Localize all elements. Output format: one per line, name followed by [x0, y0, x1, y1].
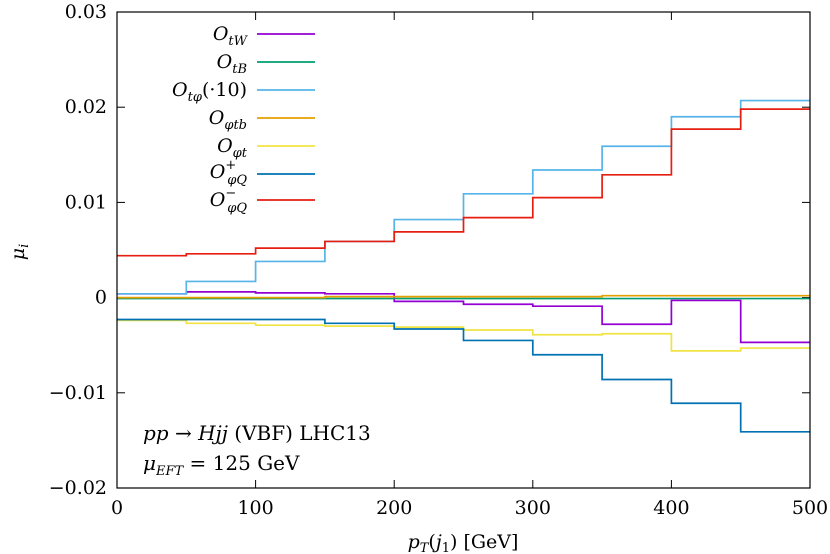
x-tick-label: 0	[111, 497, 123, 519]
svg-text:OtB: OtB	[217, 51, 247, 77]
legend-entry-ophiq-plus: O+ φQ	[210, 158, 248, 188]
series-line-5	[117, 318, 810, 433]
y-tick-label: −0.01	[49, 382, 107, 404]
legend-entry-ophitb: Oφtb	[209, 107, 247, 133]
y-tick-label: 0.02	[65, 96, 107, 118]
y-axis-label: μi	[7, 244, 32, 261]
x-tick-label: 400	[653, 497, 689, 519]
svg-text:pT(j1) [GeV]: pT(j1) [GeV]	[408, 531, 519, 554]
x-axis-label: pT(j1) [GeV]	[408, 531, 519, 554]
svg-text:pp → Hjj (VBF) LHC13: pp → Hjj (VBF) LHC13	[143, 421, 371, 445]
series-line-0	[117, 291, 810, 344]
legend-entry-ophiq-minus: O− φQ	[210, 186, 248, 216]
svg-text:Oφtb: Oφtb	[209, 107, 247, 133]
y-tick-label: 0	[95, 287, 107, 309]
x-tick-label: 500	[792, 497, 828, 519]
x-tick-label: 100	[237, 497, 273, 519]
y-tick-label: 0.01	[65, 191, 107, 213]
legend-entry-otw: OtW	[213, 23, 249, 49]
series-layer	[117, 99, 810, 433]
y-tick-label: 0.03	[65, 1, 107, 23]
svg-text:μi: μi	[7, 244, 32, 261]
legend-entry-otb: OtB	[217, 51, 247, 77]
series-line-3	[117, 294, 810, 299]
legend: OtW OtB Otφ(·10) Oφtb Oφt O+ φQ O− φQ	[172, 23, 315, 216]
svg-text:O+φQ: O+ φQ	[210, 158, 248, 188]
scale-annotation: μEFT = 125 GeV	[143, 451, 300, 479]
svg-text:Otφ(·10): Otφ(·10)	[172, 79, 247, 105]
svg-text:Oφt: Oφt	[217, 135, 248, 161]
svg-text:μEFT = 125 GeV: μEFT = 125 GeV	[143, 451, 300, 479]
legend-entry-ophit: Oφt	[217, 135, 248, 161]
x-tick-label: 200	[376, 497, 412, 519]
tick-labels: 0 100 200 300 400 500 −0.02 −0.01 0 0.01 0.02 0.03	[49, 1, 828, 519]
series-line-6	[117, 108, 810, 257]
y-tick-label: −0.02	[49, 477, 107, 499]
process-annotation: pp → Hjj (VBF) LHC13	[143, 421, 371, 445]
svg-text:OtW: OtW	[213, 23, 249, 49]
legend-entry-otphi: Otφ(·10)	[172, 79, 247, 105]
plot-frame	[116, 11, 811, 489]
x-tick-label: 300	[515, 497, 551, 519]
svg-text:O−φQ: O− φQ	[210, 186, 248, 216]
series-line-2	[117, 99, 810, 295]
